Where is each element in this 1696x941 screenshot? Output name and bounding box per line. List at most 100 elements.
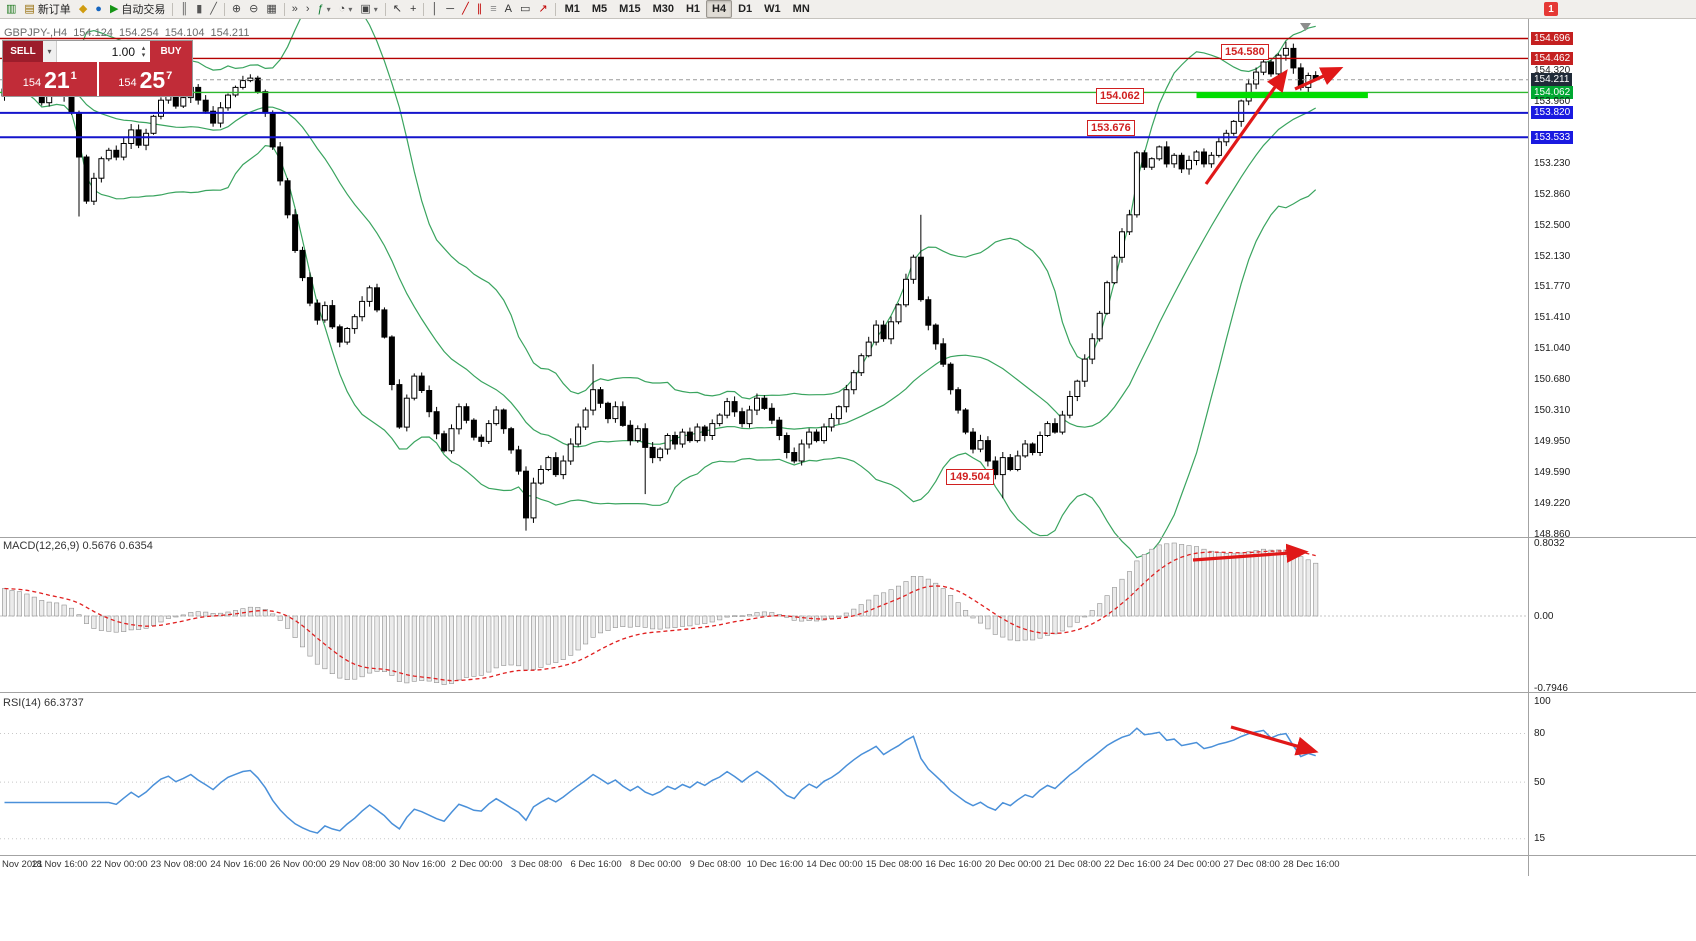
time-axis[interactable]: Nov 2021 18 Nov 16:00 22 Nov 00:00 23 Nov 0… — [0, 856, 1528, 876]
text-icon: A — [504, 2, 512, 15]
mql5-community-button[interactable]: ◆ — [75, 0, 91, 18]
toolbar-label: M30 — [652, 3, 674, 15]
rsi-timeaxis-separator — [0, 855, 1696, 856]
volume-dropdown[interactable]: ▾ — [43, 41, 57, 62]
zoom-in-button[interactable]: ⊕ — [228, 0, 245, 18]
tf-m30-button[interactable]: M30 — [647, 0, 680, 18]
indicator-icon: ƒ — [317, 2, 324, 15]
annotation-arrow-2[interactable] — [1294, 67, 1344, 91]
periods-button[interactable]: ◔ ▾ — [335, 0, 357, 18]
volume-decrease-button[interactable]: ▾ — [141, 51, 146, 59]
low-value: 154.104 — [164, 27, 205, 39]
price-pane[interactable] — [0, 19, 1528, 537]
vline-icon: │ — [431, 2, 439, 15]
price-axis-label-152.500: 152.500 — [1534, 219, 1571, 231]
time-axis-label: 30 Nov 16:00 — [389, 859, 446, 870]
price-axis[interactable]: 154.696 154.462 154.320 154.211 154.062 153.9… — [1529, 19, 1695, 876]
tf-d1-button[interactable]: D1 — [732, 0, 758, 18]
market-button[interactable]: ● — [91, 0, 106, 18]
price-axis-label-151.040: 151.040 — [1534, 343, 1571, 355]
sell-button[interactable]: SELL — [3, 41, 43, 62]
time-axis-label: 9 Dec 08:00 — [689, 859, 741, 870]
crosshair-button[interactable]: + — [406, 0, 420, 18]
time-axis-label: 6 Dec 16:00 — [570, 859, 622, 870]
chart-plus-icon: ▥ — [6, 2, 17, 15]
zoom-in-icon: ⊕ — [231, 2, 242, 15]
tf-m5-button[interactable]: M5 — [586, 0, 613, 18]
crosshair-icon: + — [409, 2, 417, 15]
time-axis-label: 20 Dec 00:00 — [985, 859, 1042, 870]
bb-upper-band — [3, 0, 1316, 400]
macd-signal-line — [4, 550, 1316, 682]
autotrading-button[interactable]: ▶ 自动交易 — [106, 0, 169, 18]
time-axis-label: 23 Nov 08:00 — [150, 859, 208, 870]
price-axis-border — [1528, 19, 1529, 876]
time-axis-label: 28 Dec 16:00 — [1283, 859, 1340, 870]
macd-label: MACD(12,26,9) 0.5676 0.6354 — [3, 540, 153, 552]
buy-price-sup: 7 — [166, 70, 173, 82]
price-axis-label-153.960: 153.960 — [1534, 95, 1571, 107]
new-order-button[interactable]: ▤ 新订单 — [20, 0, 74, 18]
tf-h4-button[interactable]: H4 — [706, 0, 733, 18]
tf-m15-button[interactable]: M15 — [613, 0, 646, 18]
toolbar-separator — [554, 2, 556, 16]
macd-rsi-splitter[interactable] — [0, 692, 1696, 693]
volume-increase-button[interactable]: ▴ — [141, 44, 146, 52]
tf-h1-button[interactable]: H1 — [680, 0, 706, 18]
tile-windows-button[interactable]: ▦ — [262, 0, 280, 18]
trend-icon: ╱ — [462, 2, 469, 15]
tf-m1-button[interactable]: M1 — [559, 0, 586, 18]
price-axis-label-154.062: 154.062 — [1531, 85, 1574, 99]
templates-button[interactable]: ▣ ▾ — [356, 0, 381, 18]
buy-price-display[interactable]: 154 25 7 — [98, 62, 192, 96]
toolbar-label: MN — [792, 3, 810, 15]
candles — [1, 41, 1319, 531]
new-chart-button[interactable]: ▥ — [2, 0, 20, 18]
macd-axis-label-0.00: 0.00 — [1534, 610, 1554, 622]
horizontal-line-button[interactable]: ─ — [442, 0, 458, 18]
indicators-button[interactable]: ƒ ▾ — [314, 0, 335, 18]
annotation-arrow-4[interactable] — [1230, 725, 1319, 756]
clock-icon: ◔ — [338, 2, 346, 15]
auto-scroll-button[interactable]: » — [288, 0, 302, 18]
time-axis-label: 3 Dec 08:00 — [510, 859, 563, 870]
tf-mn-button[interactable]: MN — [787, 0, 816, 18]
arrows-button[interactable]: ↗ — [534, 0, 551, 18]
cursor-button[interactable]: ↖ — [389, 0, 406, 18]
chart-shift-button[interactable]: › — [302, 0, 314, 18]
globe-icon: ● — [95, 2, 102, 15]
price-axis-label-153.820: 153.820 — [1531, 106, 1574, 120]
annotation-arrow-1[interactable] — [1204, 69, 1288, 185]
price-axis-label-152.130: 152.130 — [1534, 250, 1571, 262]
text-button[interactable]: A — [501, 0, 516, 18]
trendline-button[interactable]: ╱ — [458, 0, 473, 18]
buy-button[interactable]: BUY — [150, 41, 192, 62]
chart-shift-marker-icon[interactable] — [1300, 23, 1311, 31]
toolbar-separator — [172, 2, 174, 16]
candlestick-chart-button[interactable]: ▮ — [192, 0, 206, 18]
text-label-button[interactable]: ▭ — [516, 0, 534, 18]
zoom-out-button[interactable]: ⊖ — [245, 0, 262, 18]
equidistant-channel-button[interactable]: ∥ — [473, 0, 487, 18]
toolbar-separator — [223, 2, 225, 16]
notification-badge[interactable]: 1 — [1544, 2, 1558, 16]
zoom-out-icon: ⊖ — [249, 2, 259, 15]
price-axis-label-153.230: 153.230 — [1534, 157, 1571, 169]
annotation-arrow-3[interactable] — [1192, 543, 1309, 563]
line-chart-button[interactable]: ╱ — [206, 0, 221, 18]
bar-chart-button[interactable]: ║ — [176, 0, 192, 18]
rsi-axis-label-80: 80 — [1534, 728, 1546, 739]
volume-input[interactable] — [57, 41, 137, 62]
tf-w1-button[interactable]: W1 — [758, 0, 787, 18]
price-axis-label-149.220: 149.220 — [1534, 497, 1571, 509]
bars-icon: ║ — [180, 2, 189, 15]
tile-icon: ▦ — [266, 2, 277, 15]
sell-price-display[interactable]: 154 21 1 — [3, 62, 97, 96]
price-macd-splitter[interactable] — [0, 537, 1696, 538]
macd-axis-label--0.7946: -0.7946 — [1534, 682, 1568, 694]
vertical-line-button[interactable]: │ — [427, 0, 442, 18]
fibonacci-button[interactable]: ≡ — [486, 0, 500, 18]
time-axis-label: 14 Dec 00:00 — [806, 859, 863, 870]
toolbar-separator — [283, 2, 285, 16]
